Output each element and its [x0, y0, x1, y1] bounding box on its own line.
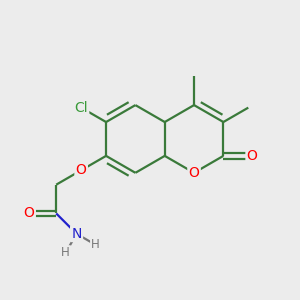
Text: H: H: [61, 246, 70, 260]
Text: N: N: [71, 227, 82, 241]
Text: Cl: Cl: [74, 100, 88, 115]
Text: O: O: [247, 149, 258, 163]
Text: O: O: [76, 163, 87, 177]
Text: O: O: [189, 166, 200, 180]
Text: O: O: [24, 206, 34, 220]
Text: H: H: [91, 238, 100, 251]
